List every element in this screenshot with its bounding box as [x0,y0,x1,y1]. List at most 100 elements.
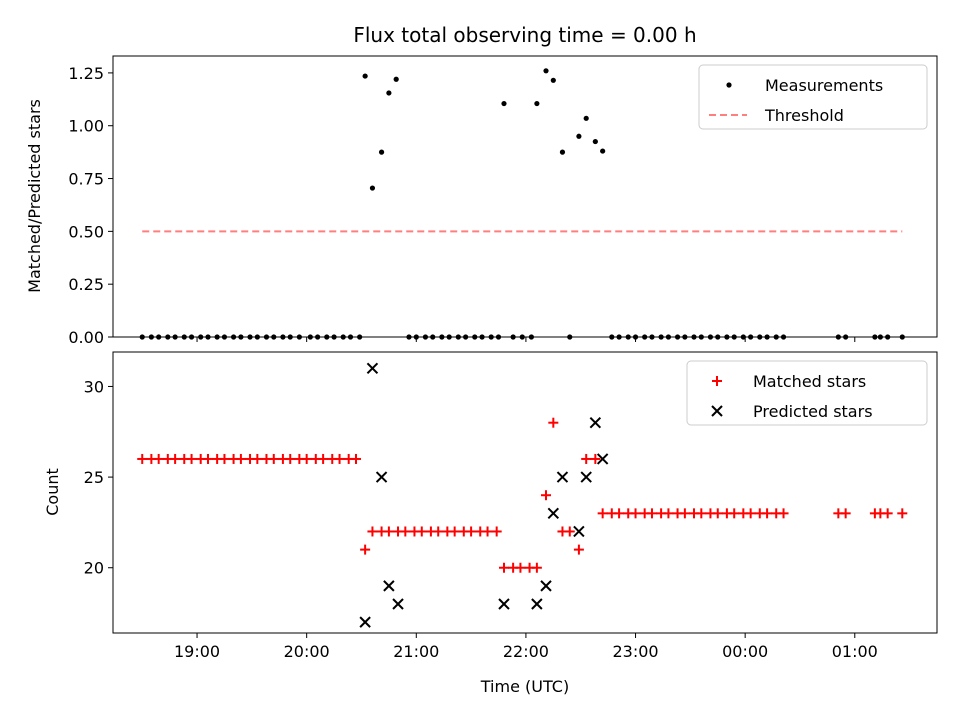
measurement-point [472,334,478,340]
measurement-point [835,334,841,340]
top-y-tick-label: 1.25 [68,64,104,83]
measurement-point [600,148,606,154]
measurement-point [263,334,270,340]
matched-star-marker [590,453,601,464]
matched-star-marker [573,544,584,555]
legend-label: Threshold [764,106,844,125]
x-tick-label: 21:00 [393,642,439,661]
predicted-star-marker [498,598,510,610]
measurement-point [592,138,598,145]
measurement-point [649,334,655,340]
measurement-point [559,149,566,155]
measurement-point [632,334,639,340]
measurement-point [378,149,385,155]
measurement-point [698,334,704,340]
measurement-point [439,334,445,340]
measurement-point [307,334,313,340]
bottom-plot-area: 20 25 30 19:00 20:00 21:00 22:00 23:00 00:00 01:0… [84,351,938,661]
matched-star-marker [153,453,164,464]
measurement-point [625,334,631,340]
matched-star-marker [663,508,674,519]
measurement-point [519,334,525,340]
matched-star-marker [466,526,477,537]
x-tick-label: 20:00 [284,642,330,661]
measurement-point [214,334,220,340]
measurement-point [347,334,354,340]
matched-star-marker [548,417,559,428]
measurement-point [534,100,540,107]
matched-star-marker [897,508,908,519]
measurement-point [724,334,730,340]
measurement-point [238,334,244,340]
measurement-point [430,334,436,340]
measurement-point [205,334,211,340]
measurement-point [488,334,494,340]
measurement-point [280,334,286,340]
matched-star-marker [646,508,657,519]
measurement-point [188,334,195,340]
predicted-star-marker [366,362,379,375]
matched-star-marker [235,453,246,464]
measurement-point [616,334,622,340]
measurement-point [357,334,363,340]
matched-star-marker [597,508,608,519]
measurement-point [740,334,746,340]
predicted-star-marker [359,616,371,628]
measurement-point [757,334,763,340]
measurement-point [872,334,878,340]
matched-star-marker [882,508,893,519]
x-axis-label: Time (UTC) [480,677,569,696]
measurement-point [254,334,260,340]
matched-star-marker [301,453,312,464]
top-y-axis-label: Matched/Predicted stars [25,99,44,293]
matched-star-marker [350,453,361,464]
chart-title: Flux total observing time = 0.00 h [353,23,696,47]
matched-star-marker [186,453,197,464]
predicted-star-marker [392,598,404,610]
matched-star-marker [360,544,371,555]
measurement-point [172,334,178,340]
matched-star-marker [482,526,493,537]
matched-star-marker [383,526,394,537]
measurement-point [221,334,228,340]
legend-label: Predicted stars [753,402,873,421]
measurement-point [691,334,697,340]
measurement-point [843,334,849,340]
matched-star-marker [581,453,592,464]
measurement-point [148,334,154,340]
predicted-star-marker [540,580,552,592]
measurement-point [296,334,302,340]
predicted-star-marker [547,507,560,520]
matched-star-marker [219,453,230,464]
measurement-point [165,334,171,340]
matched-star-marker [252,453,263,464]
measurement-point [271,334,277,340]
x-tick-label: 01:00 [832,642,878,661]
measurement-point [550,77,556,83]
matched-star-marker [318,453,329,464]
matched-star-marker [630,508,641,519]
matched-star-marker [712,508,723,519]
measurement-point [198,334,204,340]
matched-star-marker [729,508,740,519]
matched-star-marker [285,453,296,464]
matched-star-marker [541,490,552,501]
measurement-point [674,334,681,340]
measurement-point [501,100,507,107]
measurement-point [707,334,714,340]
measurement-point [413,334,419,340]
matched-star-marker [170,453,181,464]
measurement-point [885,334,891,340]
top-y-tick-label: 0.00 [68,328,104,347]
measurement-point [528,334,534,340]
top-panel: Flux total observing time = 0.00 h 0.000… [25,23,938,347]
predicted-star-marker [383,580,395,592]
bottom-y-tick-label: 30 [84,377,104,396]
matched-star-marker [498,562,509,573]
matched-star-marker [745,508,756,519]
measurement-point [455,334,461,340]
bottom-y-axis-label: Count [43,468,62,516]
matched-star-marker [679,508,690,519]
matched-star-marker [137,453,148,464]
